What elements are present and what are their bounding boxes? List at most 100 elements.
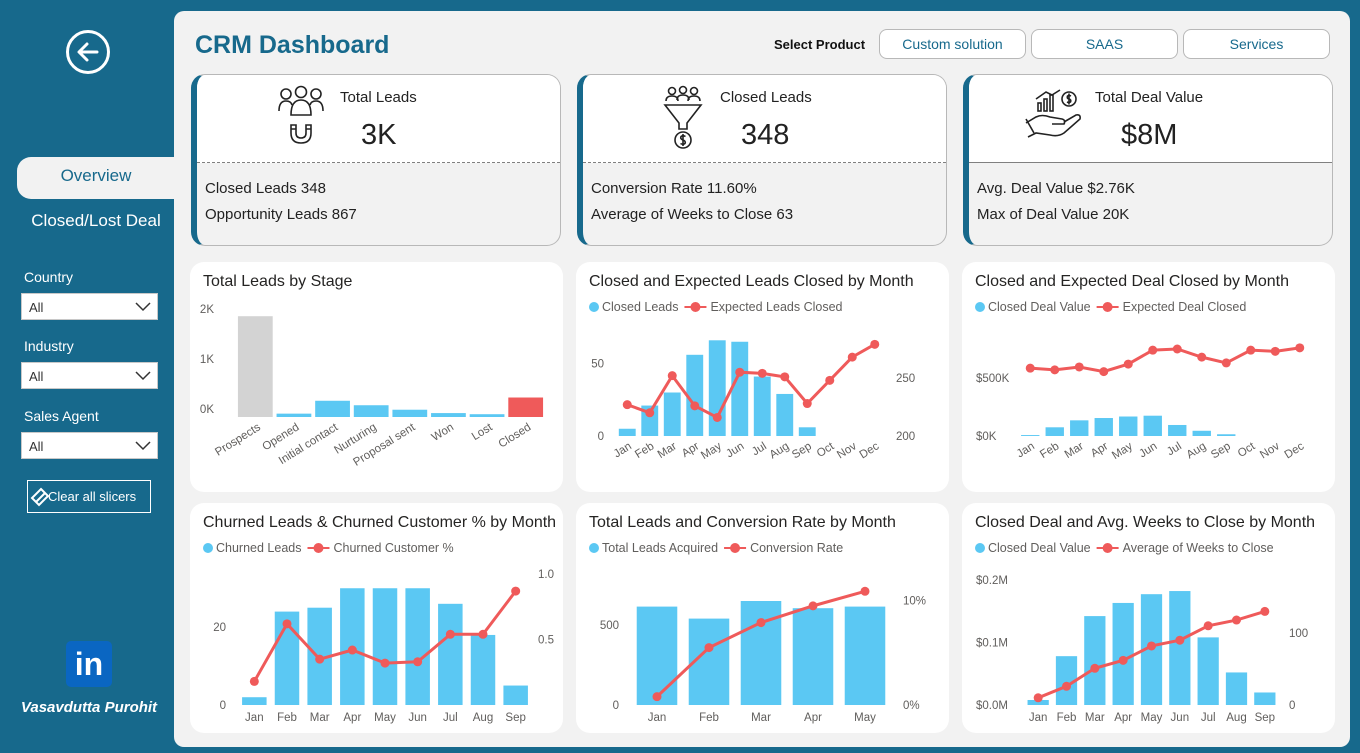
legend-label-churned-leads: Churned Leads — [216, 541, 301, 555]
line-expected-deal-closed — [1030, 346, 1300, 374]
bar-jul — [1168, 424, 1187, 436]
y-tick-label-right: 0% — [903, 700, 920, 712]
sales-agent-dropdown[interactable]: All — [21, 432, 158, 459]
y-tick-label-right: 200 — [896, 431, 915, 443]
bar-apr — [1112, 602, 1134, 705]
legend-label-closed-deal-value: Closed Deal Value — [988, 300, 1091, 314]
y-tick-label: 1K — [200, 354, 214, 366]
product-button-services[interactable]: Services — [1183, 29, 1330, 59]
bar-aug — [1225, 672, 1248, 705]
x-tick-label: Sep — [790, 440, 814, 461]
legend-label-closed-leads: Closed Leads — [602, 300, 678, 314]
card-total-leads-by-stage: 2K 1K 0K Prospects Opened Initial contact Nurt… — [190, 262, 563, 492]
legend-marker-closed-leads — [589, 302, 599, 312]
x-tick-label: Aug — [768, 440, 792, 461]
point-feb — [645, 408, 655, 418]
bar-initial-contact — [315, 400, 350, 417]
point-mar — [1074, 362, 1084, 372]
bar-jan — [618, 428, 636, 436]
y-tick-label-right: 10% — [903, 596, 926, 608]
point-apr — [1118, 655, 1128, 665]
people-magnet-icon — [278, 85, 324, 144]
x-tick-label: Jul — [443, 712, 458, 724]
x-tick-label: Feb — [699, 712, 719, 724]
point-apr — [1099, 367, 1109, 377]
x-tick-label: Apr — [680, 440, 702, 460]
bar-jun — [1169, 591, 1191, 705]
legend-label-expected-deal-closed: Expected Deal Closed — [1123, 300, 1247, 314]
back-button[interactable] — [66, 30, 110, 74]
y-tick-label-left: 0 — [613, 700, 619, 712]
bar-jun — [731, 341, 749, 436]
linkedin-icon[interactable]: in — [66, 641, 112, 687]
chevron-down-icon — [135, 371, 151, 381]
sidebar: Overview Closed/Lost Deal Country All In… — [0, 0, 175, 753]
x-tick-label: Oct — [815, 440, 837, 460]
kpi-total-deal-value-line-1: Avg. Deal Value $2.76K — [977, 180, 1135, 197]
hand-money-chart-icon — [1025, 89, 1081, 138]
clear-all-slicers-button[interactable]: Clear all slicers — [27, 480, 151, 513]
point-oct — [825, 375, 835, 385]
industry-dropdown[interactable]: All — [21, 362, 158, 389]
point-may — [712, 412, 722, 422]
bar-jul — [753, 376, 771, 436]
legend-label-churned-customer: Churned Customer % — [333, 541, 453, 555]
bar-jan — [636, 606, 678, 705]
point-aug — [1232, 615, 1241, 625]
bar-prospects — [237, 316, 273, 417]
kpi-closed-leads-title: Closed Leads — [720, 89, 812, 106]
legend-marker-total-leads-acquired — [589, 543, 599, 553]
y-tick-label-left: $0.2M — [976, 575, 1008, 587]
x-tick-label: Dec — [1283, 440, 1307, 461]
point-dec — [870, 339, 880, 349]
point-sep — [1221, 358, 1231, 368]
bar-jan — [1027, 699, 1049, 705]
card-conversion-by-month: Total Leads Acquired Conversion Rate 500 0 1… — [576, 503, 949, 733]
select-product-label: Select Product — [774, 37, 866, 52]
funnel-dollar-icon — [663, 85, 703, 149]
chart-title-closed-leads-by-month: Closed and Expected Leads Closed by Mont… — [589, 273, 914, 290]
point-aug — [780, 372, 790, 382]
x-tick-label: Jun — [1137, 440, 1159, 460]
nav-closed-lost-deal[interactable]: Closed/Lost Deal — [31, 211, 161, 230]
y-tick-label-right: 250 — [896, 373, 915, 385]
product-button-saas[interactable]: SAAS — [1031, 29, 1178, 59]
y-tick-label-left: 0 — [598, 431, 604, 443]
x-tick-label: May — [374, 712, 396, 724]
chevron-down-icon — [135, 302, 151, 312]
point-dec — [1295, 343, 1305, 353]
point-feb — [704, 643, 714, 653]
sales-agent-value: All — [29, 439, 44, 454]
y-tick-label-left: $0K — [976, 431, 997, 443]
bar-apr — [792, 608, 834, 705]
product-button-custom-solution[interactable]: Custom solution — [879, 29, 1026, 59]
bar-proposal-sent — [392, 409, 428, 417]
point-jun — [1175, 635, 1185, 645]
point-feb — [1050, 365, 1060, 375]
bar-mar — [1084, 616, 1106, 705]
bar-sep — [1254, 692, 1276, 705]
y-tick-label-left: 500 — [600, 620, 619, 632]
point-aug — [478, 629, 488, 639]
point-apr — [347, 645, 357, 655]
legend-label-total-leads-acquired: Total Leads Acquired — [602, 541, 718, 555]
bar-aug — [776, 393, 794, 436]
bar-closed — [508, 397, 544, 417]
card-closed-leads-by-month: Closed Leads Expected Leads Closed 50 0 250 2… — [576, 262, 949, 492]
bar-mar — [1070, 420, 1089, 436]
kpi-total-leads-line-1: Closed Leads 348 — [205, 180, 326, 197]
country-dropdown[interactable]: All — [21, 293, 158, 320]
bar-lost — [469, 414, 505, 417]
legend-marker-expected-deal-closed — [1102, 302, 1113, 312]
legend-label-closed-deal-value: Closed Deal Value — [988, 541, 1091, 555]
point-nov — [1270, 346, 1280, 356]
point-may — [380, 658, 390, 668]
bar-sep — [798, 427, 816, 436]
nav-overview[interactable]: Overview — [17, 157, 175, 199]
bar-jul — [438, 603, 463, 705]
chart-title-weeks-to-close-by-month: Closed Deal and Avg. Weeks to Close by M… — [975, 514, 1316, 531]
point-may — [1123, 359, 1133, 369]
bar-apr — [1094, 418, 1113, 436]
x-tick-label: Mar — [751, 712, 771, 724]
bar-jan — [242, 697, 267, 705]
